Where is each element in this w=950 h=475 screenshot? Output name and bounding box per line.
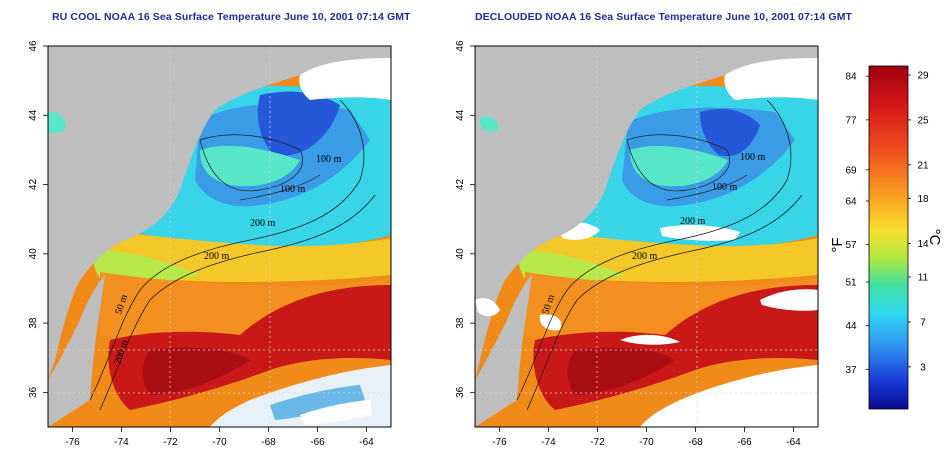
celsius-tick-label: 29	[917, 70, 929, 81]
lon-tick-label: -64	[786, 437, 801, 448]
celsius-tick-label: 21	[917, 160, 929, 171]
celsius-tick-label: 14	[917, 239, 929, 250]
lon-tick-label: -64	[359, 437, 374, 448]
lon-tick-label: -68	[261, 437, 276, 448]
fahrenheit-tick-label: 64	[845, 196, 857, 207]
contour-label-100m-b: 100 m	[280, 184, 306, 195]
lon-tick-label: -74	[114, 437, 129, 448]
lon-tick-label: -72	[590, 437, 605, 448]
colorbar-fahrenheit-unit: °F	[829, 237, 846, 252]
celsius-tick-label: 18	[917, 194, 929, 205]
celsius-tick-label: 11	[918, 273, 929, 284]
lon-tick-label: -66	[310, 437, 325, 448]
lat-tick-label: 40	[455, 248, 466, 260]
colorbar-gradient	[868, 65, 909, 410]
right-sst-image	[475, 46, 818, 427]
celsius-tick-label: 7	[920, 317, 926, 328]
fahrenheit-tick-label: 84	[845, 72, 857, 83]
contour-label-100m-b: 100 m	[712, 182, 738, 193]
fahrenheit-tick-label: 69	[845, 165, 857, 176]
lat-tick-label: 38	[455, 317, 466, 329]
contour-label-200m-a: 200 m	[632, 251, 658, 262]
left-panel-title: RU COOL NOAA 16 Sea Surface Temperature …	[52, 11, 411, 23]
contour-label-200m-b: 200 m	[250, 218, 276, 229]
lon-tick-label: -66	[737, 437, 752, 448]
left-sst-image	[48, 46, 391, 427]
contour-label-100m-a: 100 m	[316, 154, 342, 165]
lat-tick-label: 42	[28, 179, 39, 191]
lat-tick-label: 46	[28, 40, 39, 52]
lat-tick-label: 38	[28, 317, 39, 329]
contour-label-200m-b: 200 m	[680, 216, 706, 227]
right-panel-title: DECLOUDED NOAA 16 Sea Surface Temperatur…	[475, 11, 853, 23]
lat-tick-label: 36	[455, 386, 466, 398]
lon-tick-label: -68	[688, 437, 703, 448]
celsius-tick-label: 3	[920, 362, 926, 373]
lon-tick-label: -76	[492, 437, 507, 448]
lat-tick-label: 46	[455, 40, 466, 52]
fahrenheit-tick-label: 57	[845, 240, 857, 251]
celsius-tick-label: 25	[917, 115, 929, 126]
fahrenheit-tick-label: 44	[845, 321, 857, 332]
lon-tick-label: -74	[541, 437, 556, 448]
fahrenheit-tick-label: 77	[845, 115, 857, 126]
lon-tick-label: -72	[163, 437, 178, 448]
lat-tick-label: 40	[28, 248, 39, 260]
lat-tick-label: 44	[455, 109, 466, 121]
fahrenheit-tick-label: 37	[845, 365, 857, 376]
lat-tick-label: 36	[28, 386, 39, 398]
lon-tick-label: -70	[639, 437, 654, 448]
lat-tick-label: 44	[28, 109, 39, 121]
fahrenheit-tick-label: 51	[845, 278, 857, 289]
contour-label-100m-a: 100 m	[740, 152, 766, 163]
colorbar-celsius-unit: °C	[926, 229, 943, 246]
lon-tick-label: -76	[65, 437, 80, 448]
contour-label-200m-a: 200 m	[204, 251, 230, 262]
lat-tick-label: 42	[455, 179, 466, 191]
lon-tick-label: -70	[212, 437, 227, 448]
